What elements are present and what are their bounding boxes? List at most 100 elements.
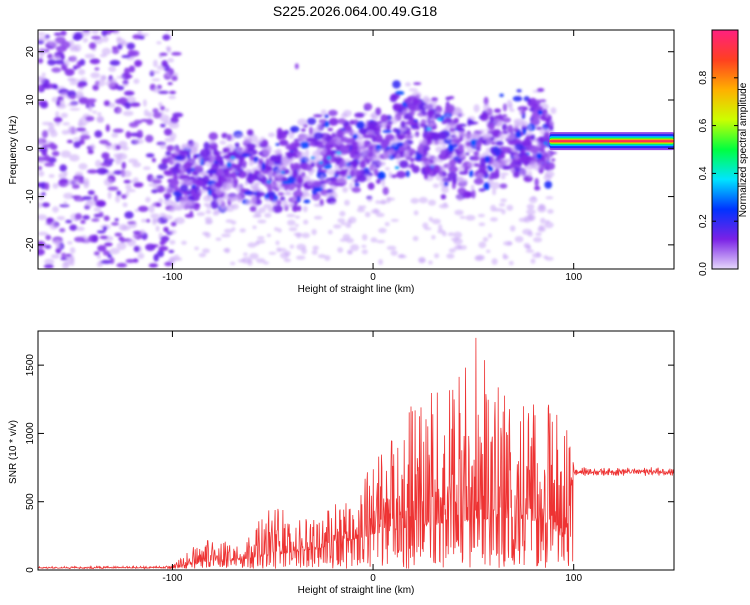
spectrogram-cell — [44, 155, 51, 162]
spectrogram-cell — [500, 198, 507, 203]
spectrogram-cell — [447, 172, 458, 179]
spectrogram-cell — [431, 235, 436, 240]
spectrogram-cell — [296, 186, 302, 191]
spectrogram-cell — [324, 120, 330, 128]
spectrogram-cell — [511, 157, 522, 163]
spectrogram-cell — [243, 252, 248, 256]
spectrogram-cell — [485, 110, 494, 114]
spectrogram-cell — [59, 178, 69, 184]
spectrogram-cell — [396, 170, 406, 179]
spectrogram-cell — [359, 160, 367, 169]
spectrogram-cell — [473, 151, 480, 156]
y-tick-label: -10 — [25, 189, 36, 204]
spectrogram-cell — [478, 241, 487, 249]
spectrogram-cell — [55, 243, 62, 249]
spectrogram-cell — [510, 145, 516, 153]
spectrogram-cell — [120, 237, 126, 243]
spectrogram-cell — [422, 151, 428, 156]
spectrogram-cell — [535, 106, 544, 112]
spectrogram-cell — [116, 36, 122, 42]
spectrogram-cell — [545, 256, 554, 261]
spectrogram-cell — [68, 125, 76, 133]
spectrogram-cell — [264, 212, 272, 218]
spectrogram-cell — [234, 142, 240, 148]
spectrogram-cell — [146, 118, 154, 126]
spectrogram-cell — [244, 180, 249, 186]
spectrogram-cell — [186, 152, 191, 160]
spectrogram-cell — [248, 194, 259, 198]
spectrogram-cell — [428, 260, 433, 265]
spectrogram-cell — [422, 95, 430, 104]
spectrogram-cell — [335, 137, 342, 146]
spectrogram-cell — [99, 235, 109, 240]
spectrogram-cell — [489, 181, 501, 190]
spectrogram-cell — [312, 245, 319, 251]
spectrogram-cell — [160, 186, 165, 193]
spectrogram-cell — [443, 202, 448, 207]
spectrogram-cell — [152, 108, 159, 114]
spectrogram-cell — [118, 140, 128, 148]
spectrogram-cell — [95, 200, 106, 208]
spectrogram-cell — [168, 249, 175, 254]
spectrogram-cell — [125, 96, 137, 104]
spectrogram-cell — [104, 242, 113, 247]
spectrogram-cell — [208, 154, 217, 159]
x-tick-label: 0 — [370, 272, 376, 283]
spectrogram-cell — [73, 141, 81, 149]
spectrogram-cell — [508, 103, 513, 110]
spectrogram-cell — [89, 143, 96, 151]
spectrogram-cell — [408, 88, 418, 92]
spectrogram-cell — [469, 169, 474, 178]
spectrogram-cell — [46, 217, 55, 223]
spectrogram-cell — [72, 65, 78, 70]
spectrogram-cell — [251, 174, 259, 181]
spectrogram-cell — [229, 152, 240, 157]
spectrogram-cell — [338, 174, 344, 179]
spectrogram-cell — [313, 203, 323, 207]
x-tick-label: -100 — [162, 573, 182, 584]
spectrogram-cell — [381, 161, 386, 166]
spectrogram-cell — [207, 189, 212, 196]
spectrogram-cell — [205, 221, 213, 225]
spectrogram-cell — [266, 233, 271, 238]
spectrogram-cell — [226, 161, 232, 170]
spectrogram-cell — [165, 46, 171, 52]
spectrogram-cell — [276, 247, 281, 253]
spectrogram-cell — [543, 131, 551, 140]
spectrogram-cell — [233, 194, 243, 202]
spectrogram-cell — [164, 186, 173, 194]
spectrogram-cell — [337, 179, 348, 183]
spectrogram-cell — [286, 152, 294, 160]
spectrogram-cell — [231, 171, 237, 180]
spectrogram-cell — [199, 148, 211, 158]
spectrogram-cell — [543, 141, 548, 146]
spectrogram-cell — [63, 201, 68, 206]
spectrogram-cell — [317, 254, 326, 259]
spectrogram-cell — [459, 153, 465, 158]
spectrogram-cell — [85, 116, 95, 122]
spectrogram-cell — [173, 174, 179, 181]
spectrogram-cell — [354, 112, 365, 118]
spectrogram-cell — [415, 125, 420, 130]
spectrogram-cell — [297, 118, 308, 126]
spectrogram-cell — [310, 162, 316, 168]
spectrogram-cell — [532, 117, 541, 126]
spectrogram-cell — [190, 201, 196, 207]
spectrogram-cell — [296, 151, 306, 158]
spectrogram-cell — [347, 219, 352, 226]
y-tick-label: 0 — [25, 567, 36, 573]
spectrogram-cell — [334, 156, 342, 164]
spectrogram-cell — [187, 190, 191, 194]
spectrogram-cell — [390, 250, 398, 256]
spectrogram-cell — [272, 204, 283, 213]
spectrogram-cell — [87, 169, 98, 174]
spectrogram-cell — [153, 59, 158, 68]
spectrogram-cell — [148, 263, 159, 268]
spectrogram-cell — [379, 123, 388, 127]
spectrogram-cell — [121, 225, 131, 231]
spectrogram-cell — [227, 180, 235, 189]
spectrogram-cell — [273, 173, 284, 179]
spectrogram-cell — [246, 129, 254, 136]
spectrogram-cell — [155, 225, 160, 232]
spectrogram-cell — [70, 55, 78, 63]
